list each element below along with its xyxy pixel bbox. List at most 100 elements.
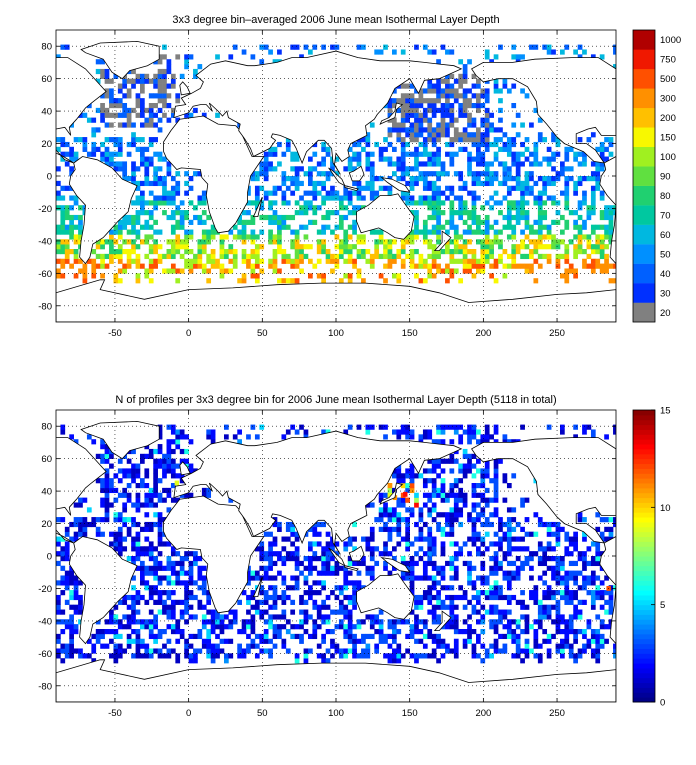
data-cell [577, 570, 583, 576]
data-cell [122, 468, 128, 474]
data-cell [599, 253, 605, 260]
data-cell [555, 171, 561, 177]
data-cell [573, 49, 578, 55]
data-cell [131, 132, 136, 138]
data-cell [206, 648, 212, 654]
data-cell [210, 643, 216, 649]
data-cell [564, 200, 570, 206]
data-cell [462, 541, 468, 547]
data-cell [405, 517, 410, 523]
data-cell [100, 444, 105, 450]
data-cell [537, 624, 543, 630]
data-cell [272, 239, 278, 245]
data-cell [431, 439, 437, 445]
data-cell [414, 156, 419, 162]
data-cell [60, 239, 66, 245]
data-cell [290, 599, 296, 605]
data-cell [104, 122, 110, 128]
data-cell [414, 44, 419, 50]
data-cell [126, 141, 132, 148]
data-cell [157, 541, 163, 547]
data-cell [188, 263, 194, 269]
data-cell [175, 638, 181, 644]
plot-area [56, 30, 616, 322]
data-cell [56, 551, 61, 557]
data-cell [175, 444, 181, 450]
data-cell [445, 93, 450, 99]
data-cell [126, 526, 132, 532]
data-cell [445, 531, 450, 537]
data-cell [551, 180, 556, 187]
data-cell [334, 263, 340, 269]
data-cell [595, 551, 601, 557]
data-cell [321, 249, 326, 255]
data-cell [144, 585, 150, 591]
data-cell [560, 273, 565, 279]
data-cell [144, 492, 150, 498]
data-cell [312, 166, 318, 172]
data-cell [582, 424, 587, 430]
data-cell [392, 117, 397, 123]
data-cell [268, 146, 273, 152]
data-cell [467, 171, 472, 177]
data-cell [60, 205, 66, 211]
data-cell [378, 424, 384, 430]
data-cell [449, 614, 455, 620]
data-cell [175, 224, 181, 230]
data-cell [374, 643, 380, 649]
data-cell [396, 517, 402, 523]
data-cell [498, 117, 503, 123]
data-cell [135, 521, 141, 528]
data-cell [392, 658, 397, 664]
data-cell [453, 565, 459, 571]
data-cell [568, 146, 574, 152]
data-cell [422, 107, 428, 114]
data-cell [599, 268, 605, 274]
data-cell [590, 249, 596, 255]
data-cell [409, 98, 415, 104]
data-cell [91, 249, 97, 255]
data-cell [537, 599, 543, 605]
data-cell [343, 633, 349, 640]
data-cell [215, 633, 220, 640]
data-cell [117, 541, 123, 547]
data-cell [520, 658, 525, 664]
data-cell [604, 146, 609, 152]
data-cell [476, 195, 481, 201]
data-cell [285, 258, 291, 264]
data-cell [148, 497, 154, 503]
data-cell [599, 151, 605, 157]
data-cell [78, 137, 83, 143]
data-cell [330, 541, 335, 547]
data-cell [259, 633, 265, 640]
data-cell [104, 448, 110, 455]
data-cell [542, 44, 548, 50]
data-cell [436, 234, 441, 240]
data-cell [542, 580, 548, 586]
data-cell [502, 434, 508, 440]
data-cell [290, 633, 296, 640]
data-cell [462, 590, 468, 596]
data-cell [175, 244, 181, 250]
data-cell [449, 117, 455, 123]
data-cell [599, 141, 605, 148]
data-cell [595, 185, 601, 191]
data-cell [378, 526, 384, 532]
data-cell [56, 239, 61, 245]
data-cell [436, 98, 441, 104]
data-cell [308, 560, 313, 567]
data-cell [148, 590, 154, 596]
data-cell [117, 468, 123, 474]
data-cell [277, 268, 282, 274]
coastlines [56, 420, 616, 702]
data-cell [506, 185, 512, 191]
colorbar-segment [633, 614, 655, 620]
data-cell [285, 526, 291, 532]
colorbar-segment [633, 575, 655, 581]
data-cell [546, 614, 552, 620]
data-cell [268, 239, 273, 245]
data-cell [577, 200, 583, 206]
data-cell [476, 546, 481, 552]
colorbar-segment [633, 410, 655, 416]
data-cell [325, 658, 331, 664]
